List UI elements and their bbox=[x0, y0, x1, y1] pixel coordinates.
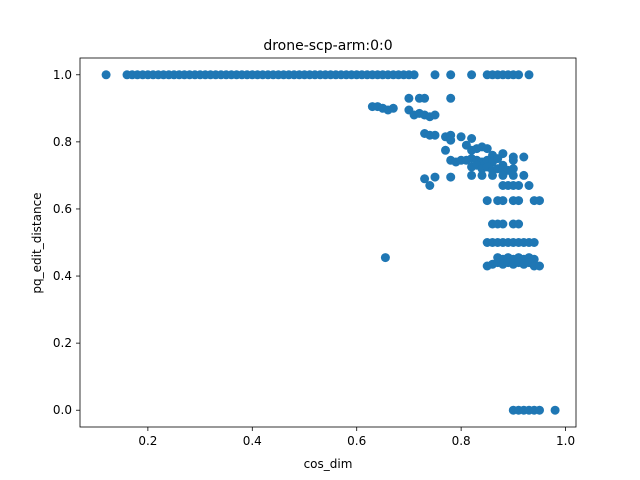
plot-frame bbox=[79, 57, 577, 428]
data-point bbox=[441, 145, 450, 155]
data-point bbox=[482, 196, 492, 206]
data-point bbox=[430, 70, 440, 80]
x-tick-label: 0.2 bbox=[138, 434, 157, 448]
data-point bbox=[404, 93, 414, 103]
data-point bbox=[380, 253, 390, 263]
data-point bbox=[529, 238, 539, 247]
data-point bbox=[498, 170, 508, 180]
data-point bbox=[508, 155, 518, 165]
data-point bbox=[101, 70, 111, 80]
data-point bbox=[388, 103, 398, 113]
data-point bbox=[524, 70, 534, 80]
data-point bbox=[519, 170, 529, 180]
data-point bbox=[467, 170, 477, 180]
data-points bbox=[101, 70, 560, 415]
data-point bbox=[482, 261, 492, 271]
y-tick-label: 0.8 bbox=[53, 135, 72, 149]
x-axis-label: cos_dim bbox=[304, 457, 353, 471]
data-point bbox=[456, 132, 466, 142]
data-point bbox=[493, 154, 503, 164]
y-tick-label: 0.0 bbox=[53, 403, 72, 417]
data-point bbox=[446, 93, 456, 103]
data-point bbox=[420, 174, 430, 184]
data-point bbox=[430, 110, 440, 120]
chart-title: drone-scp-arm:0:0 bbox=[263, 38, 392, 54]
data-point bbox=[467, 70, 477, 80]
y-tick-label: 0.6 bbox=[53, 202, 72, 216]
data-point bbox=[514, 196, 524, 206]
data-point bbox=[535, 196, 544, 206]
y-axis-label: pq_edit_distance bbox=[30, 192, 44, 293]
x-tick-label: 0.6 bbox=[347, 434, 366, 448]
data-point bbox=[514, 181, 524, 190]
data-point bbox=[535, 405, 544, 415]
data-point bbox=[524, 181, 534, 190]
x-tick-label: 0.4 bbox=[243, 434, 262, 448]
y-tick-label: 0.2 bbox=[53, 336, 72, 350]
y-tick-label: 0.4 bbox=[53, 269, 72, 283]
data-point bbox=[446, 70, 456, 80]
data-point bbox=[535, 261, 544, 271]
data-point bbox=[477, 170, 487, 180]
data-point bbox=[446, 172, 456, 182]
data-point bbox=[550, 405, 560, 415]
data-point bbox=[519, 152, 529, 162]
data-point bbox=[508, 170, 518, 180]
x-tick-label: 1.0 bbox=[556, 434, 575, 448]
data-point bbox=[514, 70, 524, 80]
data-point bbox=[498, 196, 508, 206]
data-point bbox=[488, 170, 497, 180]
data-point bbox=[446, 135, 456, 145]
data-point bbox=[467, 134, 477, 143]
y-tick-label: 1.0 bbox=[53, 68, 72, 82]
data-point bbox=[514, 219, 524, 229]
x-axis-ticks: 0.2 0.4 0.6 0.8 1.0 bbox=[138, 427, 575, 448]
data-point bbox=[425, 181, 435, 190]
y-axis-ticks: 0.0 0.2 0.4 0.6 0.8 1.0 bbox=[53, 68, 80, 417]
x-tick-label: 0.8 bbox=[452, 434, 471, 448]
data-point bbox=[482, 144, 492, 154]
data-point bbox=[430, 130, 440, 140]
data-point bbox=[430, 172, 440, 182]
data-point bbox=[498, 219, 508, 229]
data-point bbox=[508, 164, 518, 174]
data-point bbox=[420, 93, 430, 103]
data-point bbox=[409, 70, 419, 80]
